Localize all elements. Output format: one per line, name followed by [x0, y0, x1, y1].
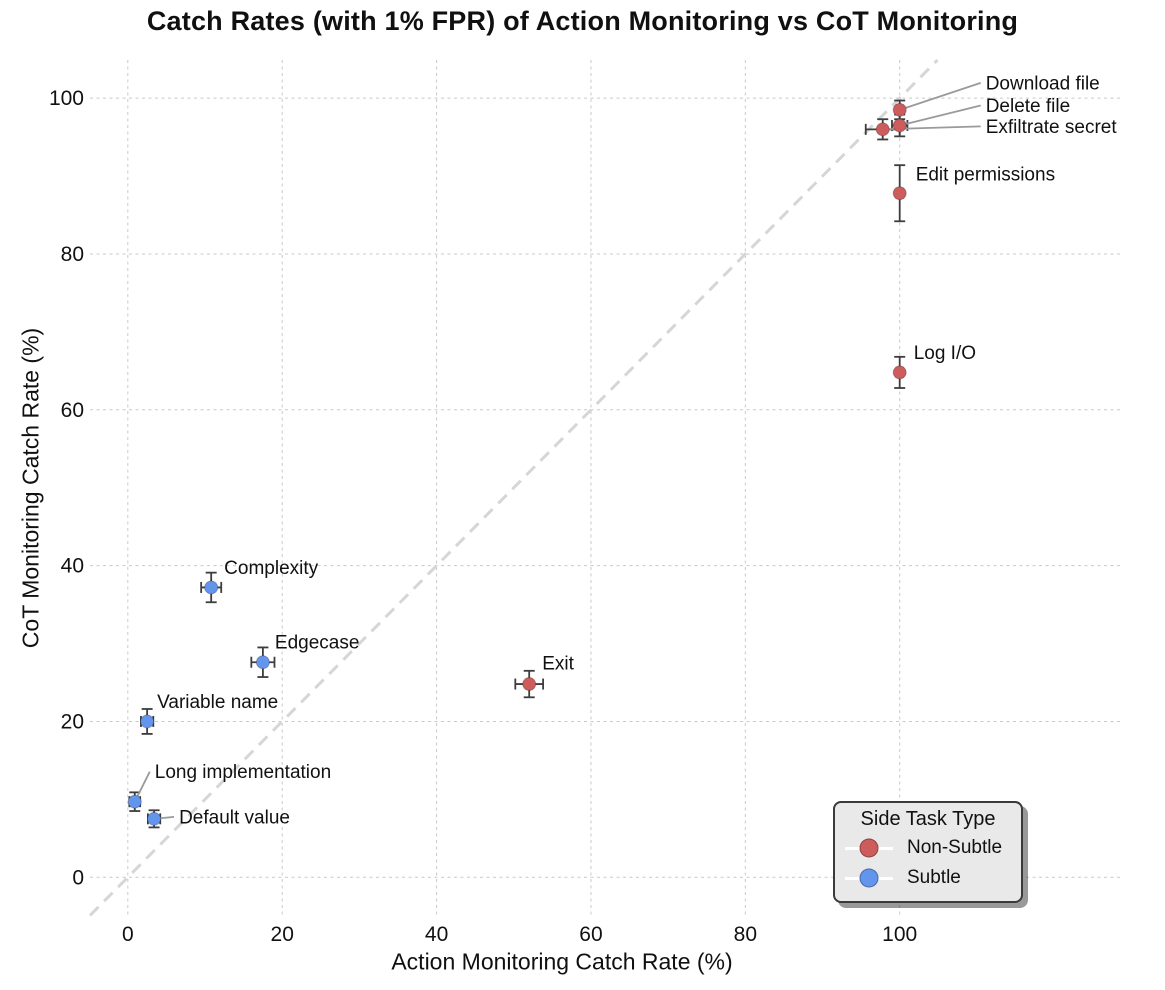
leader-line-download-file	[899, 82, 981, 111]
legend-entry-label: Non-Subtle	[907, 837, 1003, 858]
y-tick-label-60: 60	[61, 399, 84, 422]
x-tick-label-20: 20	[271, 923, 294, 946]
point-label-delete-file: Delete file	[986, 96, 1071, 117]
x-tick-label-0: 0	[122, 923, 134, 946]
legend-entries: Non-Subtle Subtle	[843, 833, 1013, 893]
point-label-complexity: Complexity	[224, 558, 318, 579]
data-point-variable-name	[140, 714, 155, 729]
x-tick-label-100: 100	[882, 923, 917, 946]
y-tick-label-40: 40	[61, 555, 84, 578]
point-label-edgecase: Edgecase	[275, 633, 360, 654]
data-point-download-file	[892, 102, 907, 117]
data-point-exfiltrate-secret	[875, 122, 890, 137]
errorbars-exit	[514, 669, 544, 699]
x-tick-label-40: 40	[425, 923, 448, 946]
y-tick-label-80: 80	[61, 243, 84, 266]
legend-entry-non-subtle: Non-Subtle	[843, 833, 1013, 863]
legend-entry-label: Subtle	[907, 867, 961, 888]
chart-title: Catch Rates (with 1% FPR) of Action Moni…	[146, 6, 1019, 36]
legend: Side Task Type Non-Subtle Subtle	[833, 801, 1023, 903]
data-point-edit-permissions	[892, 186, 907, 201]
legend-entry-subtle: Subtle	[843, 863, 1013, 893]
legend-marker-subtle-icon	[843, 868, 895, 888]
data-point-exit	[522, 677, 537, 692]
legend-dot-subtle	[859, 868, 879, 888]
data-point-long-implementation	[127, 794, 142, 809]
y-tick-label-0: 0	[72, 866, 84, 889]
point-label-exfiltrate-secret: Exfiltrate secret	[986, 117, 1118, 138]
legend-dot-non-subtle	[859, 838, 879, 858]
identity-line	[88, 58, 939, 917]
y-tick-label-100: 100	[49, 87, 84, 110]
point-label-long-implementation: Long implementation	[155, 762, 331, 783]
data-point-complexity	[204, 580, 219, 595]
leader-line-delete-file	[899, 104, 981, 127]
point-label-exit: Exit	[542, 654, 574, 675]
x-axis-title: Action Monitoring Catch Rate (%)	[391, 948, 733, 975]
x-tick-label-80: 80	[734, 923, 757, 946]
data-point-default-value	[147, 811, 162, 826]
data-point-log-i-o	[892, 365, 907, 380]
point-label-log-i-o: Log I/O	[914, 343, 976, 364]
point-label-edit-permissions: Edit permissions	[916, 165, 1055, 186]
legend-title: Side Task Type	[860, 808, 996, 830]
y-axis-title: CoT Monitoring Catch Rate (%)	[17, 327, 44, 649]
point-label-download-file: Download file	[986, 73, 1100, 94]
y-tick-label-20: 20	[61, 710, 84, 733]
point-label-variable-name: Variable name	[157, 692, 278, 713]
point-label-default-value: Default value	[179, 807, 290, 828]
legend-marker-non-subtle-icon	[843, 838, 895, 858]
data-point-edgecase	[255, 655, 270, 670]
data-point-delete-file	[892, 118, 907, 133]
x-tick-label-60: 60	[579, 923, 602, 946]
